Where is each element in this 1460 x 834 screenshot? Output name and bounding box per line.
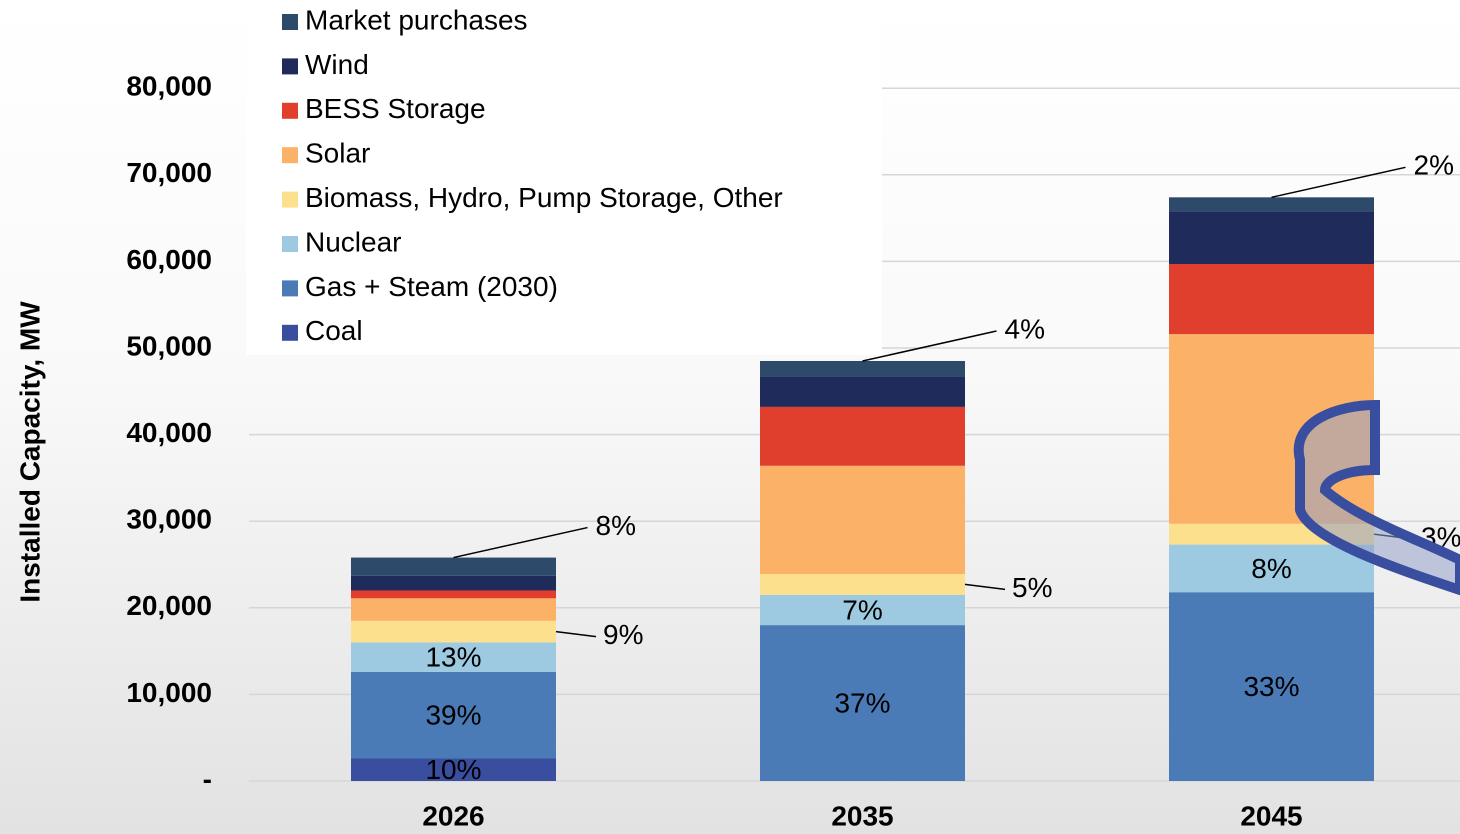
data-label: 37% [834,687,890,718]
bar-segment [1169,211,1374,264]
chart: - 10,000 20,000 30,000 40,000 50,000 60,000 70,… [0,0,1460,834]
y-tick-label: 50,000 [126,330,212,361]
legend-label: Nuclear [305,226,401,257]
bar-segment [760,361,965,377]
legend-swatch [282,103,298,119]
y-tick-label: 70,000 [126,157,212,188]
y-tick-label: 40,000 [126,417,212,448]
data-label: 8% [596,510,636,541]
data-label: 2% [1414,150,1454,181]
data-label: 5% [1012,572,1052,603]
y-tick-label: 10,000 [126,677,212,708]
legend-swatch [282,325,298,341]
legend-label: Market purchases [305,4,528,35]
bar-segment [760,377,965,407]
legend-swatch [282,58,298,74]
bar-segment [351,590,556,598]
legend-swatch [282,280,298,296]
x-tick-label: 2045 [1240,800,1302,831]
y-tick-label: 30,000 [126,504,212,535]
data-label: 4% [1005,313,1045,344]
data-label: 39% [425,700,481,731]
legend-swatch [282,236,298,252]
legend-label: BESS Storage [305,93,486,124]
bar-segment [1169,264,1374,334]
x-tick-label: 2035 [831,800,893,831]
legend-label: Coal [305,315,363,346]
data-label: 33% [1243,671,1299,702]
y-tick-label: 20,000 [126,590,212,621]
bar-segment [351,576,556,591]
data-label: 10% [425,754,481,785]
x-tick-label: 2026 [422,800,484,831]
bar-segment [1169,197,1374,211]
legend-label: Biomass, Hydro, Pump Storage, Other [305,182,783,213]
bar-segment [760,574,965,595]
y-tick-label: 80,000 [126,71,212,102]
legend-swatch [282,192,298,208]
bar-segment [351,558,556,576]
legend-label: Solar [305,138,370,169]
data-label: 13% [425,642,481,673]
legend-swatch [282,14,298,30]
legend-label: Gas + Steam (2030) [305,271,558,302]
bar-segment [351,598,556,621]
legend-swatch [282,147,298,163]
page: {"chart_data": {"type": "stacked-bar", "… [0,0,1460,834]
y-tick-label: - [203,763,212,794]
data-label: 8% [1251,553,1291,584]
bar-segment [351,621,556,643]
data-label: 9% [603,619,643,650]
data-label: 7% [842,594,882,625]
bar-segment [760,466,965,574]
y-tick-label: 60,000 [126,244,212,275]
bar-segment [760,407,965,466]
legend-label: Wind [305,49,369,80]
y-axis-title: Installed Capacity, MW [14,301,45,603]
